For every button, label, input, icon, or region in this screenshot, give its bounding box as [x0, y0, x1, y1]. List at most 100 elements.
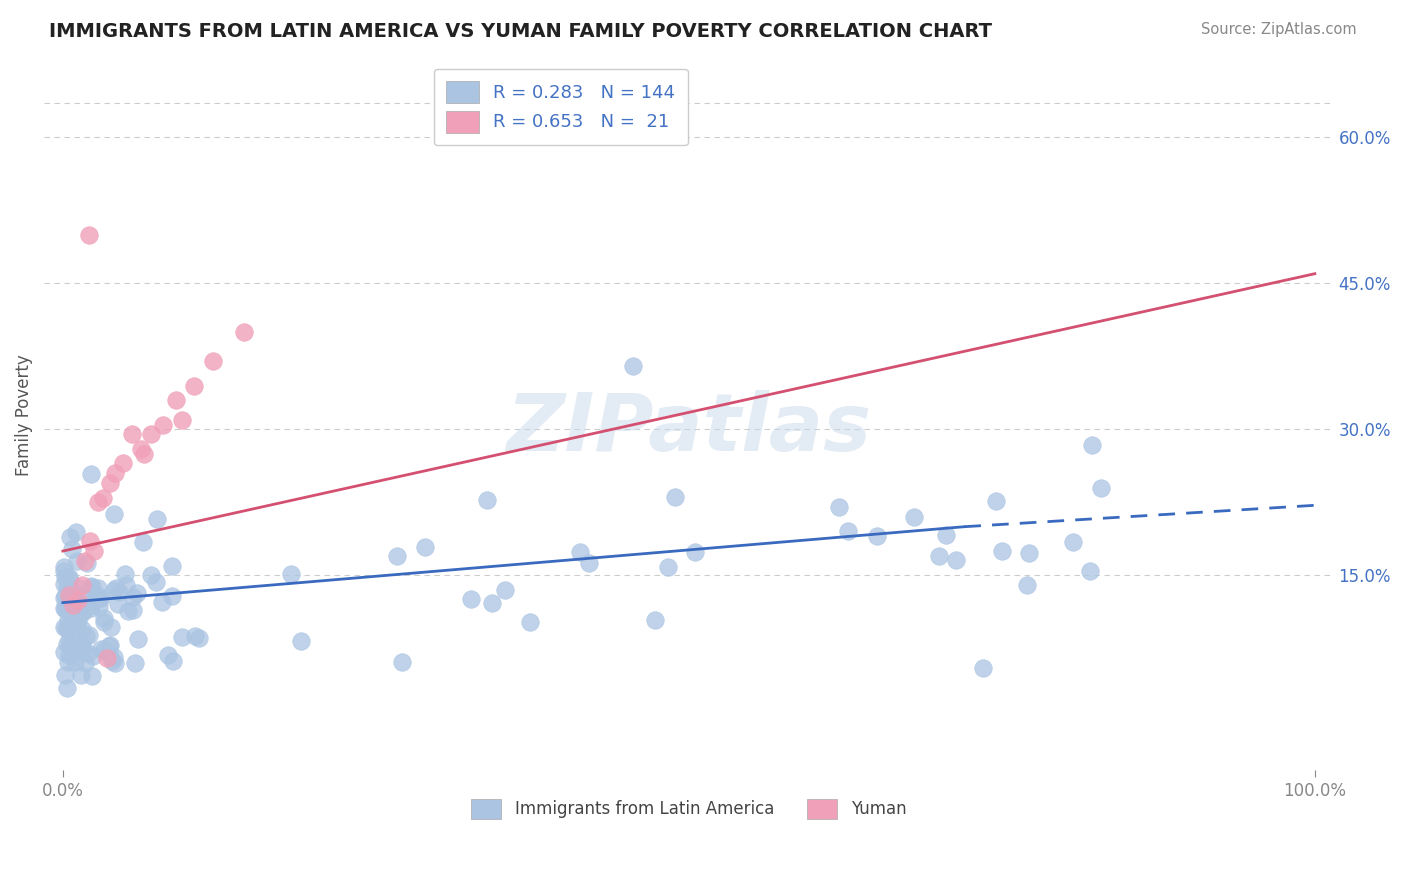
Point — [98, 648, 121, 662]
Point — [53, 576, 76, 591]
Point — [62, 608, 84, 623]
Point — [519, 615, 541, 630]
Point — [53, 620, 76, 634]
Point — [125, 586, 148, 600]
Point — [104, 656, 127, 670]
Point — [290, 634, 312, 648]
Point — [87, 581, 110, 595]
Point — [100, 619, 122, 633]
Point — [98, 639, 121, 653]
Point — [62, 599, 84, 613]
Point — [77, 227, 100, 242]
Point — [66, 627, 89, 641]
Point — [66, 580, 89, 594]
Y-axis label: Family Poverty: Family Poverty — [15, 354, 32, 475]
Point — [58, 655, 80, 669]
Point — [935, 528, 957, 542]
Point — [59, 582, 82, 596]
Point — [53, 668, 76, 682]
Point — [82, 669, 104, 683]
Point — [145, 574, 167, 589]
Point — [53, 602, 76, 616]
Legend: Immigrants from Latin America, Yuman: Immigrants from Latin America, Yuman — [465, 792, 912, 826]
Point — [72, 604, 94, 618]
Point — [101, 654, 124, 668]
Point — [80, 579, 103, 593]
Point — [134, 447, 156, 461]
Point — [828, 500, 851, 515]
Point — [98, 638, 121, 652]
Point — [100, 475, 122, 490]
Point — [80, 580, 103, 594]
Point — [53, 560, 76, 574]
Point — [55, 598, 77, 612]
Point — [72, 605, 94, 619]
Point — [62, 611, 84, 625]
Point — [160, 589, 183, 603]
Point — [122, 591, 145, 605]
Point — [1018, 546, 1040, 560]
Point — [152, 595, 174, 609]
Point — [56, 681, 79, 695]
Point — [63, 655, 86, 669]
Point — [96, 651, 118, 665]
Point — [494, 583, 516, 598]
Point — [53, 591, 76, 605]
Point — [475, 493, 498, 508]
Point — [55, 600, 77, 615]
Point — [122, 602, 145, 616]
Point — [160, 559, 183, 574]
Point — [82, 648, 104, 663]
Point — [80, 467, 103, 481]
Point — [58, 588, 80, 602]
Point — [63, 607, 86, 622]
Point — [117, 604, 139, 618]
Point — [58, 569, 80, 583]
Point — [93, 615, 115, 630]
Point — [972, 661, 994, 675]
Point — [460, 592, 482, 607]
Point — [55, 580, 77, 594]
Point — [104, 466, 127, 480]
Point — [70, 643, 93, 657]
Point — [83, 544, 105, 558]
Point — [53, 601, 76, 615]
Text: IMMIGRANTS FROM LATIN AMERICA VS YUMAN FAMILY POVERTY CORRELATION CHART: IMMIGRANTS FROM LATIN AMERICA VS YUMAN F… — [49, 22, 993, 41]
Point — [65, 525, 87, 540]
Point — [76, 556, 98, 570]
Point — [58, 648, 80, 663]
Point — [69, 668, 91, 682]
Point — [1090, 482, 1112, 496]
Point — [58, 632, 80, 647]
Point — [107, 585, 129, 599]
Point — [89, 590, 111, 604]
Point — [481, 596, 503, 610]
Point — [59, 640, 82, 654]
Point — [866, 529, 889, 543]
Point — [59, 593, 82, 607]
Point — [83, 589, 105, 603]
Point — [146, 512, 169, 526]
Point — [162, 654, 184, 668]
Point — [76, 646, 98, 660]
Point — [1081, 438, 1104, 452]
Point — [152, 417, 174, 432]
Point — [53, 570, 76, 584]
Point — [187, 631, 209, 645]
Point — [58, 605, 80, 619]
Point — [621, 359, 644, 373]
Text: Source: ZipAtlas.com: Source: ZipAtlas.com — [1201, 22, 1357, 37]
Point — [93, 611, 115, 625]
Point — [104, 581, 127, 595]
Point — [67, 614, 90, 628]
Point — [103, 649, 125, 664]
Point — [683, 545, 706, 559]
Point — [385, 549, 408, 563]
Point — [62, 645, 84, 659]
Point — [111, 457, 134, 471]
Point — [56, 622, 79, 636]
Point — [103, 583, 125, 598]
Point — [86, 590, 108, 604]
Point — [79, 627, 101, 641]
Point — [391, 656, 413, 670]
